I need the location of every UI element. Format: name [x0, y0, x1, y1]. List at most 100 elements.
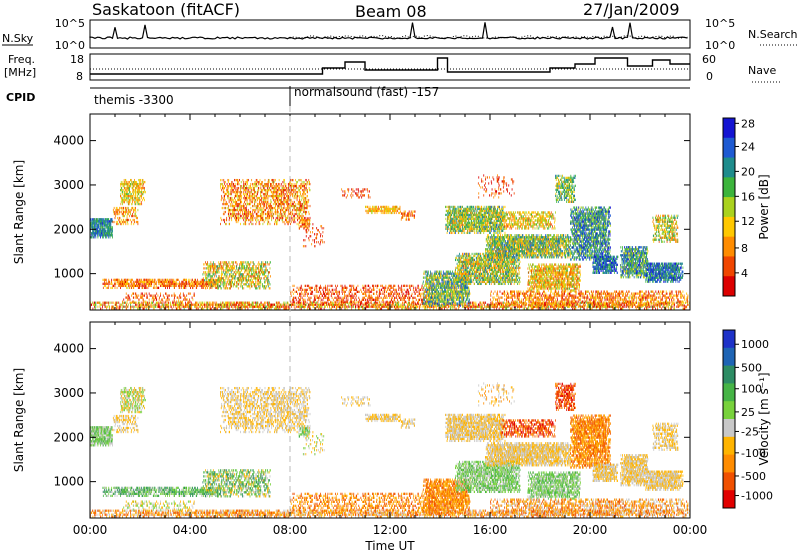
power-cell: [98, 224, 100, 227]
power-cell: [216, 301, 218, 304]
power-cell: [491, 305, 493, 308]
power-cell: [262, 305, 264, 308]
power-cell: [227, 283, 229, 286]
power-cell: [232, 265, 234, 268]
power-cell: [105, 228, 107, 231]
power-cell: [98, 220, 100, 223]
power-cell: [300, 301, 301, 304]
power-cell: [190, 303, 192, 306]
power-cell: [206, 305, 208, 308]
power-cell: [580, 307, 581, 310]
power-cell: [230, 301, 232, 304]
power-cell: [115, 212, 117, 216]
power-cell: [120, 284, 121, 288]
power-cell: [111, 301, 113, 304]
power-cell: [198, 282, 200, 286]
power-cell: [258, 305, 260, 308]
power-cell: [137, 186, 139, 190]
power-cell: [136, 180, 138, 184]
power-cell: [247, 303, 249, 306]
power-cell: [351, 303, 353, 306]
power-cell: [246, 186, 248, 190]
power-cell: [322, 301, 324, 304]
power-cell: [135, 296, 137, 299]
power-cell: [185, 303, 186, 306]
power-cell: [396, 305, 398, 308]
power-cell: [171, 282, 173, 286]
power-cell: [93, 303, 95, 306]
power-cell: [395, 303, 396, 306]
power-cell: [216, 265, 218, 268]
power-cell: [127, 303, 129, 306]
power-cell: [609, 301, 611, 304]
power-cell: [258, 303, 260, 306]
power-cell: [130, 301, 132, 304]
power-cell: [252, 208, 254, 212]
power-cell: [153, 280, 155, 284]
power-cell: [376, 301, 378, 304]
power-cell: [232, 307, 234, 310]
power-cell: [605, 305, 607, 308]
power-cell: [139, 286, 140, 290]
power-cell: [194, 303, 195, 306]
power-cell: [238, 269, 240, 272]
power-cell: [166, 300, 168, 303]
power-cell: [260, 269, 262, 272]
power-cell: [179, 305, 180, 308]
power-cell: [235, 200, 236, 204]
power-cell: [243, 202, 245, 206]
power-cell: [240, 275, 242, 278]
power-cell: [254, 301, 256, 304]
power-cell: [548, 307, 550, 310]
power-cell: [227, 267, 228, 270]
power-cell: [604, 303, 606, 306]
power-cell: [253, 196, 255, 200]
power-cell: [234, 206, 235, 210]
power-cell: [115, 282, 117, 286]
power-cell: [270, 275, 271, 278]
power-cell: [592, 301, 594, 304]
power-cell: [596, 305, 598, 308]
power-cell: [376, 303, 378, 306]
power-cell: [232, 277, 234, 280]
power-cell: [311, 301, 313, 304]
power-cell: [145, 305, 147, 308]
power-cell: [247, 281, 248, 284]
power-cell: [219, 305, 221, 308]
power-cell: [213, 267, 215, 270]
power-cell: [218, 303, 220, 306]
power-cell: [129, 301, 131, 304]
power-cell: [225, 192, 227, 196]
power-cell: [536, 301, 538, 304]
power-cell: [243, 305, 245, 308]
power-cell: [227, 194, 228, 198]
power-cell: [137, 220, 139, 224]
power-cell: [238, 190, 240, 194]
power-cell: [263, 303, 265, 306]
power-cell: [232, 261, 233, 264]
power-cell: [247, 216, 248, 220]
power-cell: [193, 303, 195, 306]
power-cell: [494, 303, 495, 306]
power-cell: [201, 282, 203, 286]
power-cell: [133, 208, 135, 212]
power-cell: [583, 301, 585, 304]
power-cell: [239, 192, 241, 196]
power-cell: [330, 301, 331, 304]
power-cell: [235, 178, 237, 182]
power-cell: [574, 307, 576, 310]
power-cell: [537, 303, 539, 306]
power-cell: [223, 198, 225, 202]
power-cell: [233, 271, 235, 274]
power-cell: [552, 301, 554, 304]
power-cell: [240, 301, 242, 304]
power-cell: [239, 196, 241, 200]
power-cell: [245, 305, 247, 308]
power-cell: [112, 234, 113, 237]
power-cell: [424, 305, 426, 308]
power-cell: [196, 301, 198, 304]
power-cell: [105, 284, 106, 288]
power-cell: [311, 303, 313, 306]
power-cell: [130, 212, 131, 216]
power-cell: [207, 307, 208, 310]
